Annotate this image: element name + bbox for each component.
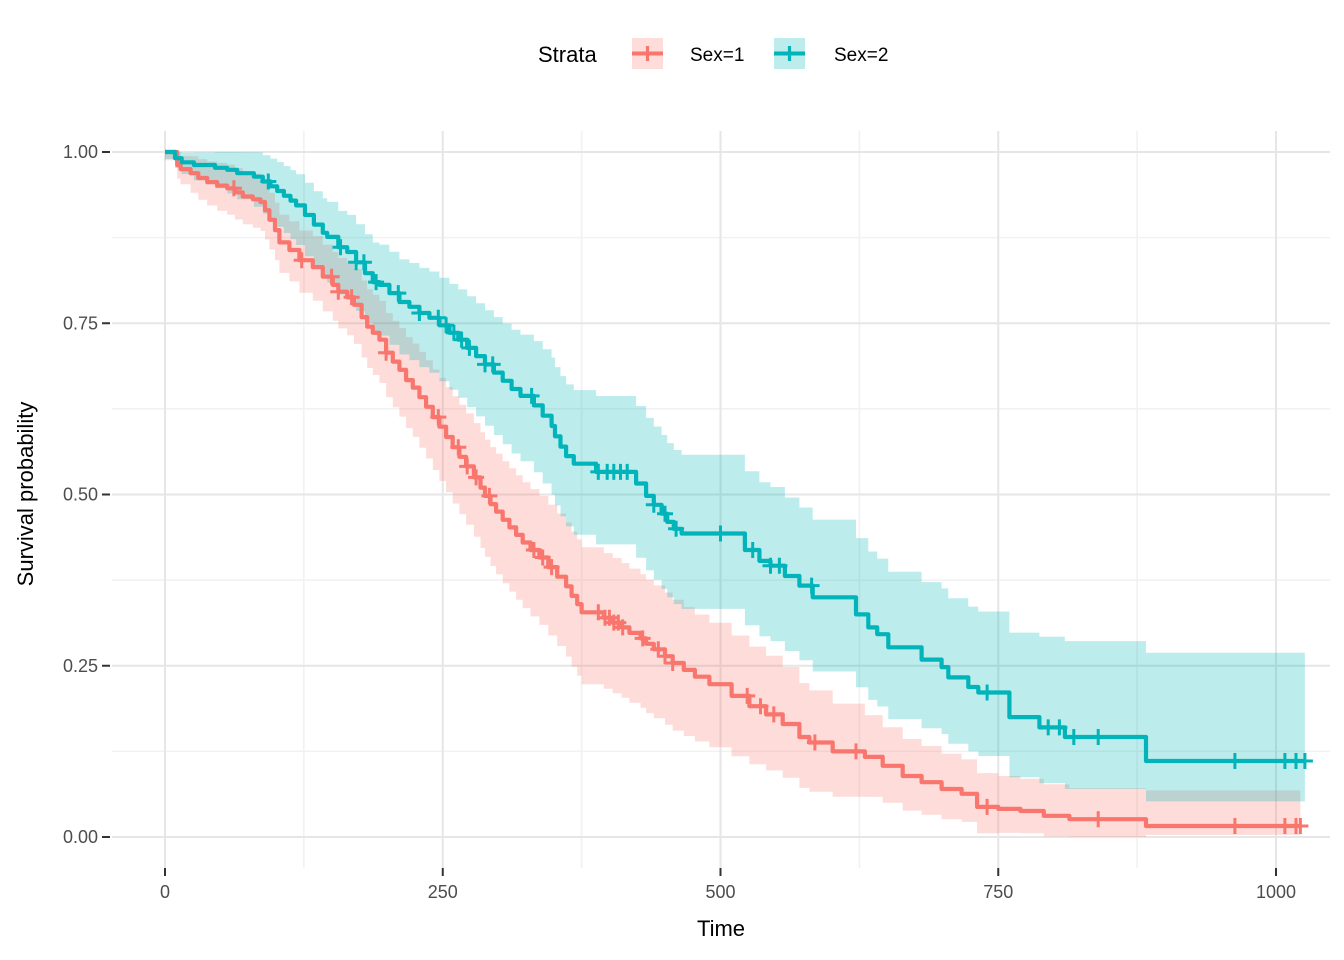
survival-curve-sex2 bbox=[165, 149, 1305, 764]
x-axis-tick-label: 500 bbox=[705, 882, 735, 902]
censor-plus-mark-sex2 bbox=[411, 305, 428, 321]
censor-plus-mark-sex1 bbox=[468, 469, 485, 486]
censor-plus-mark-sex1 bbox=[1292, 818, 1309, 834]
y-axis-tick-label: 0.75 bbox=[63, 313, 98, 333]
censor-plus-mark-sex2 bbox=[390, 285, 407, 302]
y-axis-title: Survival probability bbox=[13, 402, 38, 587]
confidence-band-sex1 bbox=[165, 152, 1301, 837]
y-axis-tick-label: 0.50 bbox=[63, 485, 98, 505]
censor-plus-mark-sex1 bbox=[481, 487, 498, 504]
censor-plus-mark-sex1 bbox=[664, 655, 681, 671]
censor-plus-mark-sex2 bbox=[453, 331, 470, 348]
censor-plus-mark-sex1 bbox=[293, 252, 310, 269]
axis-ticks: 0 250 500 750 1000 0.00 0.25 0.50 0.75 1.00 bbox=[63, 142, 1296, 902]
censor-plus-mark-sex2 bbox=[657, 505, 673, 522]
censor-plus-mark-sex2 bbox=[332, 239, 349, 256]
censor-plus-mark-sex1 bbox=[1090, 811, 1107, 828]
x-axis-tick-label: 0 bbox=[160, 882, 170, 902]
legend-label-sex1: Sex=1 bbox=[690, 45, 744, 66]
censor-plus-mark-sex2 bbox=[619, 463, 636, 480]
grid-major-lines bbox=[112, 131, 1330, 868]
censor-plus-mark-sex2 bbox=[438, 317, 455, 334]
censor-plus-mark-sex1 bbox=[323, 268, 340, 285]
censor-plus-mark-sex2 bbox=[1051, 719, 1068, 736]
censor-plus-mark-sex2 bbox=[355, 254, 372, 271]
censor-plus-mark-sex2 bbox=[668, 520, 685, 537]
censor-plus-mark-sex1 bbox=[614, 619, 631, 636]
legend-item-sex1: Sex=1 bbox=[632, 38, 744, 69]
censor-plus-mark-sex1 bbox=[343, 289, 360, 306]
survival-curves bbox=[165, 149, 1305, 829]
censor-plus-mark-sex2 bbox=[1090, 729, 1107, 745]
censor-plus-mark-sex1 bbox=[752, 698, 769, 715]
censor-plus-mark-sex1 bbox=[330, 283, 347, 300]
censor-plus-mark-sex1 bbox=[634, 630, 651, 647]
censor-plus-mark-sex2 bbox=[368, 274, 385, 291]
y-axis-tick-label: 0.00 bbox=[63, 827, 98, 847]
censor-plus-mark-sex1 bbox=[430, 409, 447, 426]
censor-plus-mark-sex1 bbox=[848, 743, 864, 760]
survival-curve-sex1 bbox=[165, 149, 1301, 829]
censor-plus-mark-sex1 bbox=[459, 458, 476, 475]
censor-plus-mark-sex1 bbox=[534, 549, 551, 566]
censor-plus-mark-sex2 bbox=[744, 542, 761, 558]
censor-plus-mark-sex2 bbox=[771, 557, 788, 574]
censor-plus-mark-sex1 bbox=[979, 798, 996, 815]
legend-item-sex2: Sex=2 bbox=[774, 38, 888, 69]
censor-plus-mark-sex2 bbox=[1226, 753, 1243, 769]
censor-plus-mark-sex2 bbox=[445, 324, 462, 341]
censor-plus-mark-sex2 bbox=[461, 339, 478, 356]
censor-plus-mark-sex2 bbox=[260, 173, 277, 190]
censor-plus-mark-sex2 bbox=[645, 496, 662, 513]
y-axis-tick-label: 1.00 bbox=[63, 142, 98, 162]
legend-label-sex2: Sex=2 bbox=[834, 45, 888, 66]
censor-plus-mark-sex2 bbox=[484, 356, 501, 373]
censor-plus-mark-sex1 bbox=[739, 687, 756, 704]
censor-plus-mark-sex1 bbox=[378, 344, 395, 361]
censor-plus-mark-sex1 bbox=[543, 559, 560, 576]
censor-plus-mark-sex1 bbox=[525, 542, 542, 558]
censor-plus-mark-sex1 bbox=[1226, 818, 1243, 834]
x-axis-tick-label: 750 bbox=[983, 882, 1013, 902]
legend-title: Strata bbox=[538, 42, 597, 67]
y-axis-tick-label: 0.25 bbox=[63, 656, 98, 676]
censor-plus-mark-sex1 bbox=[450, 439, 467, 456]
censor-plus-mark-sex1 bbox=[225, 180, 242, 197]
confidence-band-sex2 bbox=[165, 152, 1305, 802]
legend: Strata Sex=1 Sex=2 bbox=[538, 38, 888, 69]
censor-plus-mark-sex1 bbox=[806, 734, 823, 751]
censor-plus-mark-sex2 bbox=[523, 387, 540, 404]
censor-plus-mark-sex2 bbox=[1296, 753, 1313, 769]
censor-plus-mark-sex2 bbox=[1065, 729, 1082, 745]
confidence-bands bbox=[165, 152, 1305, 837]
censor-plus-mark-sex2 bbox=[430, 309, 447, 326]
censor-marks bbox=[225, 173, 1313, 834]
x-axis-tick-label: 1000 bbox=[1256, 882, 1296, 902]
censor-plus-mark-sex2 bbox=[712, 525, 729, 542]
censor-plus-mark-sex1 bbox=[765, 706, 782, 723]
x-axis-tick-label: 250 bbox=[428, 882, 458, 902]
censor-plus-mark-sex2 bbox=[803, 577, 820, 594]
censor-plus-mark-sex2 bbox=[979, 684, 996, 701]
x-axis-title: Time bbox=[697, 916, 745, 941]
